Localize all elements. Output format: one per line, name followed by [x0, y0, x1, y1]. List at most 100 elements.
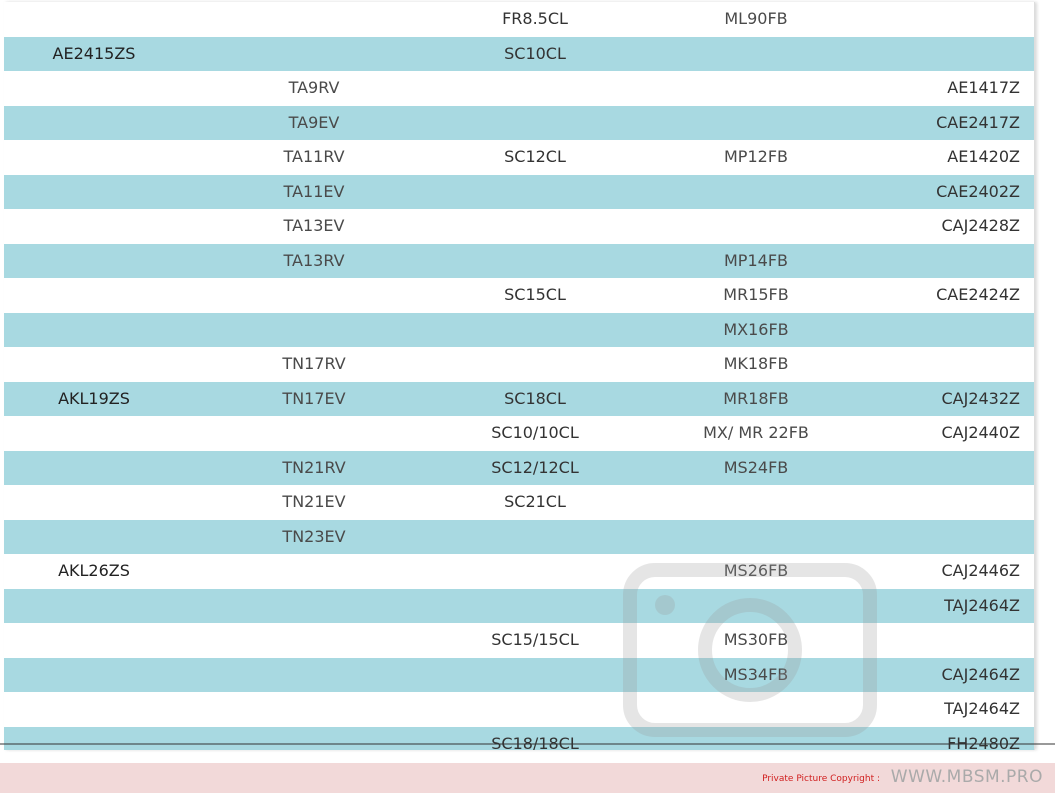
table-cell	[904, 347, 1034, 382]
table-cell: SC12CL	[504, 147, 566, 166]
table-cell	[4, 589, 184, 624]
table-cell	[214, 554, 414, 589]
table-cell	[435, 692, 635, 727]
table-row: MS34FB CAJ2464Z	[4, 657, 1034, 693]
table-cell	[214, 692, 414, 727]
table-cell: MK18FB	[723, 354, 789, 373]
table-cell	[656, 37, 856, 72]
table-cell	[656, 71, 856, 106]
table-cell: TA11RV	[283, 147, 345, 166]
table-cell: SC10/10CL	[491, 423, 579, 442]
table-cell: MX16FB	[723, 319, 789, 339]
table-cell	[435, 589, 635, 624]
table-cell: TAJ2464Z	[944, 595, 1020, 615]
table-cell: CAJ2464Z	[941, 664, 1020, 684]
table-cell	[656, 209, 856, 244]
table-row: TN21RV SC12/12CL MS24FB	[4, 450, 1034, 486]
table-cell	[214, 2, 414, 37]
table-cell: AE1417Z	[947, 78, 1020, 97]
table-cell: TA9EV	[288, 112, 340, 132]
table-cell: SC12/12CL	[491, 457, 579, 477]
table-cell	[904, 244, 1034, 279]
table-cell	[4, 209, 184, 244]
copyright-label: Private Picture Copyright :	[762, 774, 880, 784]
table-cell	[904, 37, 1034, 72]
table-cell: MS24FB	[723, 457, 789, 477]
torn-edge	[0, 743, 1055, 745]
table-cell: MP14FB	[724, 250, 788, 270]
table-cell: MS34FB	[723, 664, 789, 684]
table-cell: FR8.5CL	[502, 9, 568, 28]
table-cell	[904, 2, 1034, 37]
table-cell: AKL26ZS	[58, 561, 130, 580]
table-cell: AKL19ZS	[58, 388, 130, 408]
table-cell	[904, 623, 1034, 658]
table-row: TA9RV AE1417Z	[4, 71, 1034, 106]
site-link[interactable]: WWW.MBSM.PRO	[890, 767, 1043, 787]
table-cell	[904, 485, 1034, 520]
table-cell	[435, 71, 635, 106]
table-cell	[4, 520, 184, 555]
table-cell: SC18CL	[504, 388, 566, 408]
table-cell	[435, 175, 635, 210]
table-cell	[435, 554, 635, 589]
table-row: FR8.5CL ML90FB	[4, 2, 1034, 37]
table-cell: TA11EV	[283, 181, 345, 201]
table-cell	[904, 520, 1034, 555]
table-cell	[435, 313, 635, 348]
table-cell	[4, 278, 184, 313]
footer-bar: Private Picture Copyright : WWW.MBSM.PRO	[0, 763, 1055, 793]
table-cell: ML90FB	[724, 9, 788, 28]
table-cell	[435, 347, 635, 382]
table-cell: MP12FB	[724, 147, 788, 166]
table-row: MX16FB	[4, 312, 1034, 348]
table-row: TN23EV	[4, 519, 1034, 555]
table-cell	[435, 658, 635, 693]
table-cell	[4, 485, 184, 520]
table-cell	[4, 347, 184, 382]
table-cell	[214, 37, 414, 72]
table-row: TA11RV SC12CL MP12FB AE1420Z	[4, 140, 1034, 175]
table-cell	[435, 520, 635, 555]
table-cell	[4, 2, 184, 37]
table-cell: MS30FB	[723, 630, 789, 649]
table-cell: TN21RV	[282, 457, 346, 477]
table-row: TAJ2464Z	[4, 692, 1034, 727]
table-cell	[4, 244, 184, 279]
table-cell	[656, 175, 856, 210]
table-cell: TN17RV	[282, 354, 346, 373]
table-cell	[4, 623, 184, 658]
table-cell: CAJ2440Z	[941, 423, 1020, 442]
table-cell: CAJ2428Z	[941, 216, 1020, 235]
table-cell	[4, 140, 184, 175]
table-cell: AE1420Z	[947, 147, 1020, 166]
table-cell	[656, 106, 856, 141]
table-cell	[214, 313, 414, 348]
table-cell	[4, 313, 184, 348]
table-cell	[214, 278, 414, 313]
table-cell: CAE2424Z	[936, 285, 1020, 304]
table-cell	[904, 451, 1034, 486]
table-row: TA13EV CAJ2428Z	[4, 209, 1034, 244]
table-cell	[214, 589, 414, 624]
table-row: AKL26ZS MS26FB CAJ2446Z	[4, 554, 1034, 589]
table-row: TN17RV MK18FB	[4, 347, 1034, 382]
table-cell	[4, 658, 184, 693]
table-row: TN21EV SC21CL	[4, 485, 1034, 520]
table-cell: SC10CL	[504, 43, 566, 63]
table-row: TA13RV MP14FB	[4, 243, 1034, 279]
table-cell: SC21CL	[504, 492, 566, 511]
compressor-cross-reference-table: FR8.5CL ML90FB AE2415ZS SC10CL TA9RV AE1417Z T…	[4, 2, 1035, 750]
table-row: SC15/15CL MS30FB	[4, 623, 1034, 658]
table-cell: TA9RV	[288, 78, 340, 97]
table-cell	[4, 451, 184, 486]
table-cell: CAJ2446Z	[941, 561, 1020, 580]
table-cell: MS26FB	[723, 561, 789, 580]
table-cell: TN23EV	[282, 526, 346, 546]
table-cell: CAJ2432Z	[941, 388, 1020, 408]
table-cell	[435, 209, 635, 244]
table-cell: TA13RV	[283, 250, 345, 270]
table-cell: MX/ MR 22FB	[703, 423, 809, 442]
table-cell	[904, 313, 1034, 348]
table-cell: CAE2402Z	[936, 181, 1020, 201]
